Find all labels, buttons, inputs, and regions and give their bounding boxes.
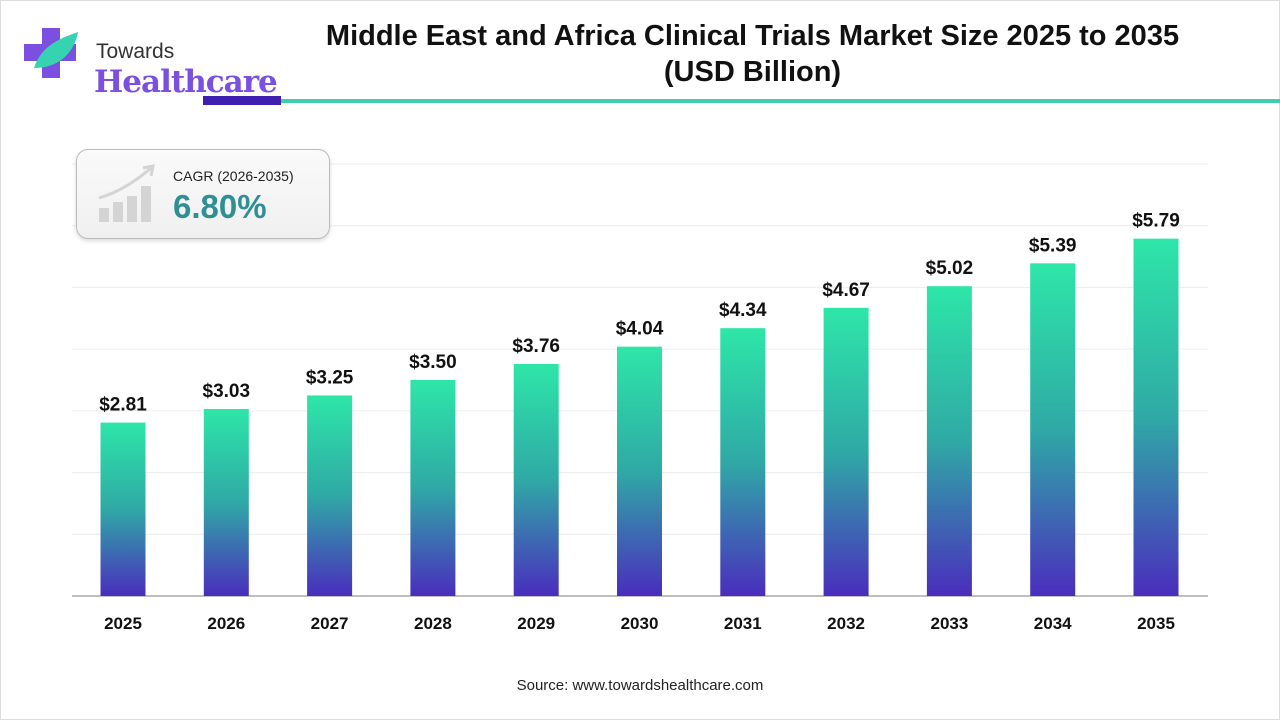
source-text: Source: www.towardshealthcare.com [516, 677, 764, 694]
x-tick-label-2028: 2028 [414, 614, 452, 633]
x-tick-label-2026: 2026 [207, 614, 245, 633]
growth-chart-icon [98, 164, 155, 222]
chart-title: Middle East and Africa Clinical Trials M… [290, 18, 1215, 90]
data-label-2027: $3.25 [306, 367, 354, 388]
bar-2034 [1030, 263, 1076, 596]
x-tick-label-2027: 2027 [311, 614, 349, 633]
x-tick-label-2030: 2030 [621, 614, 659, 633]
cagr-label: CAGR (2026-2035) [173, 168, 294, 184]
x-tick-label-2032: 2032 [827, 614, 865, 633]
cagr-value: 6.80% [173, 188, 267, 225]
bar-2035 [1133, 238, 1179, 596]
x-tick-label-2033: 2033 [930, 614, 968, 633]
bar-2031 [720, 328, 766, 596]
logo: Towards Healthcare [20, 18, 278, 100]
data-label-2034: $5.39 [1029, 235, 1077, 256]
x-tick-label-2035: 2035 [1137, 614, 1175, 633]
x-tick-label-2025: 2025 [104, 614, 142, 633]
data-label-2028: $3.50 [409, 352, 457, 373]
bar-2029 [513, 363, 559, 596]
data-label-2033: $5.02 [926, 258, 974, 279]
bar-2025 [100, 422, 146, 596]
accent-bar-teal [281, 99, 1280, 103]
bar-2033 [926, 286, 972, 596]
medical-cross-leaf-icon [24, 28, 78, 78]
data-label-2029: $3.76 [512, 336, 560, 357]
bar-2026 [203, 409, 249, 596]
data-label-2035: $5.79 [1132, 211, 1180, 232]
data-label-2032: $4.67 [822, 280, 870, 301]
data-label-2026: $3.03 [203, 381, 251, 402]
x-tick-label-2034: 2034 [1034, 614, 1072, 633]
data-label-2030: $4.04 [616, 319, 664, 340]
x-tick-label-2031: 2031 [724, 614, 762, 633]
logo-text-towards: Towards [96, 40, 175, 63]
bar-2032 [823, 307, 869, 596]
accent-bar-purple [203, 96, 281, 105]
bar-2028 [410, 380, 456, 596]
data-label-2025: $2.81 [99, 395, 147, 416]
title-line-2: (USD Billion) [663, 56, 842, 88]
bar-2030 [617, 346, 662, 596]
x-tick-label-2029: 2029 [517, 614, 555, 633]
bar-2027 [307, 395, 353, 596]
cagr-box: CAGR (2026-2035) 6.80% [76, 149, 330, 239]
logo-text-healthcare: Healthcare [94, 64, 278, 100]
title-line-1: Middle East and Africa Clinical Trials M… [325, 20, 1180, 52]
data-label-2031: $4.34 [719, 300, 767, 321]
